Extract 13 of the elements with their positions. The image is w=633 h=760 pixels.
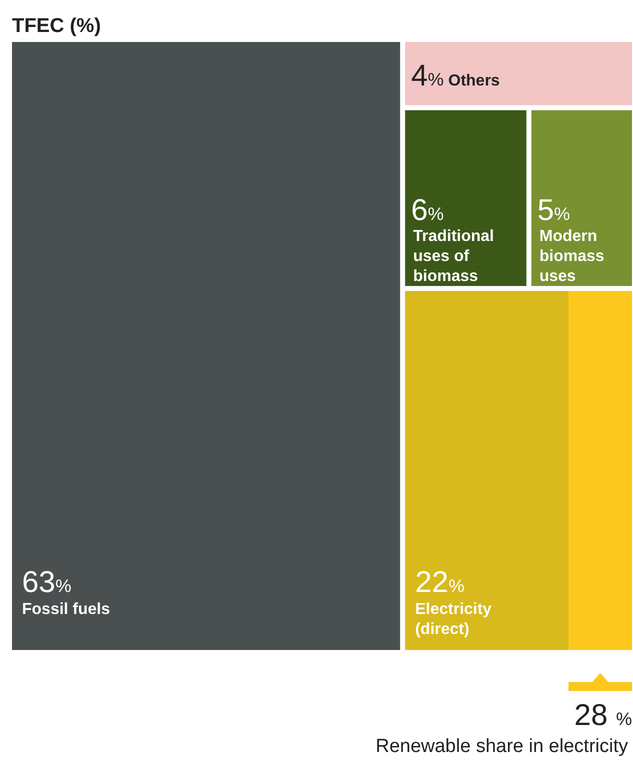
category-label: Fossil fuels: [22, 601, 110, 618]
data-label: 63%: [22, 566, 72, 599]
category-label: Modern biomass uses: [539, 228, 604, 286]
category-label: Electricity (direct): [415, 601, 492, 638]
data-label: 28 %: [574, 699, 632, 732]
data-label: 6%: [411, 194, 444, 228]
data-label: 22%: [415, 566, 464, 599]
data-label: 5%: [537, 194, 570, 228]
category-label: Traditional uses of biomass: [413, 228, 494, 286]
text: Renewable share in electricity: [376, 736, 628, 757]
data-label: 4%: [411, 60, 444, 93]
text: TFEC (%): [12, 15, 101, 37]
category-label: Others: [444, 72, 500, 90]
